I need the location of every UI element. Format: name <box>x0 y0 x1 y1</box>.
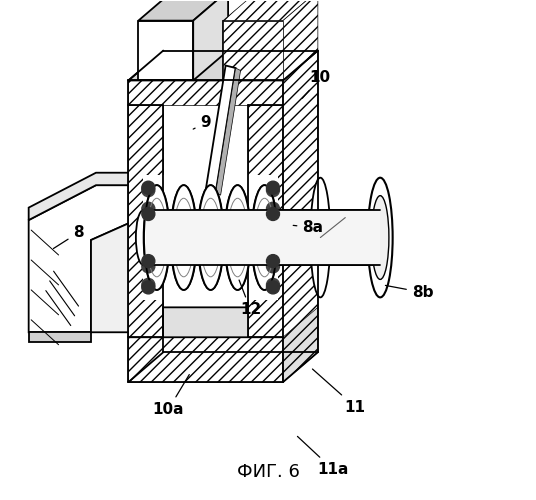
Ellipse shape <box>310 178 330 298</box>
Circle shape <box>266 181 279 194</box>
Text: 10a: 10a <box>153 374 189 417</box>
Polygon shape <box>321 210 380 265</box>
Ellipse shape <box>225 185 250 290</box>
Ellipse shape <box>368 178 393 298</box>
Text: 8a: 8a <box>293 220 323 235</box>
Circle shape <box>142 278 155 291</box>
Polygon shape <box>223 20 283 80</box>
Text: 11: 11 <box>312 369 366 414</box>
Polygon shape <box>129 50 318 80</box>
Ellipse shape <box>310 210 325 265</box>
Polygon shape <box>193 0 228 80</box>
Ellipse shape <box>136 210 151 265</box>
Ellipse shape <box>198 185 224 290</box>
Text: 8b: 8b <box>385 285 433 300</box>
Circle shape <box>142 260 155 273</box>
Polygon shape <box>248 106 283 338</box>
Text: 9: 9 <box>193 116 211 130</box>
Polygon shape <box>283 0 318 80</box>
Polygon shape <box>138 20 193 80</box>
Circle shape <box>266 278 279 291</box>
Circle shape <box>266 184 279 196</box>
Polygon shape <box>138 0 228 20</box>
Polygon shape <box>129 338 283 382</box>
Text: 12: 12 <box>239 280 261 318</box>
Polygon shape <box>129 308 318 338</box>
Text: 8: 8 <box>54 225 84 248</box>
Circle shape <box>142 208 155 220</box>
Polygon shape <box>143 175 278 300</box>
Circle shape <box>142 254 155 268</box>
Polygon shape <box>143 210 318 265</box>
Ellipse shape <box>371 196 389 280</box>
Polygon shape <box>223 20 283 80</box>
Polygon shape <box>28 172 136 220</box>
Circle shape <box>266 281 279 294</box>
Ellipse shape <box>171 185 197 290</box>
Polygon shape <box>146 210 380 265</box>
Polygon shape <box>28 332 91 342</box>
Text: 10: 10 <box>302 70 331 99</box>
Polygon shape <box>283 50 318 382</box>
Circle shape <box>266 260 279 273</box>
Polygon shape <box>129 106 163 338</box>
Circle shape <box>266 208 279 220</box>
Polygon shape <box>91 220 136 332</box>
Polygon shape <box>28 185 136 332</box>
Polygon shape <box>206 66 236 192</box>
Circle shape <box>142 181 155 194</box>
Text: ФИГ. 6: ФИГ. 6 <box>236 463 300 481</box>
Polygon shape <box>223 0 318 20</box>
Ellipse shape <box>144 185 169 290</box>
Circle shape <box>142 184 155 196</box>
Ellipse shape <box>252 185 277 290</box>
Circle shape <box>266 254 279 268</box>
Polygon shape <box>215 68 241 195</box>
Circle shape <box>142 202 155 215</box>
Circle shape <box>266 202 279 215</box>
Polygon shape <box>283 308 318 382</box>
Circle shape <box>142 281 155 294</box>
Text: 11a: 11a <box>297 436 348 477</box>
Polygon shape <box>129 80 283 106</box>
